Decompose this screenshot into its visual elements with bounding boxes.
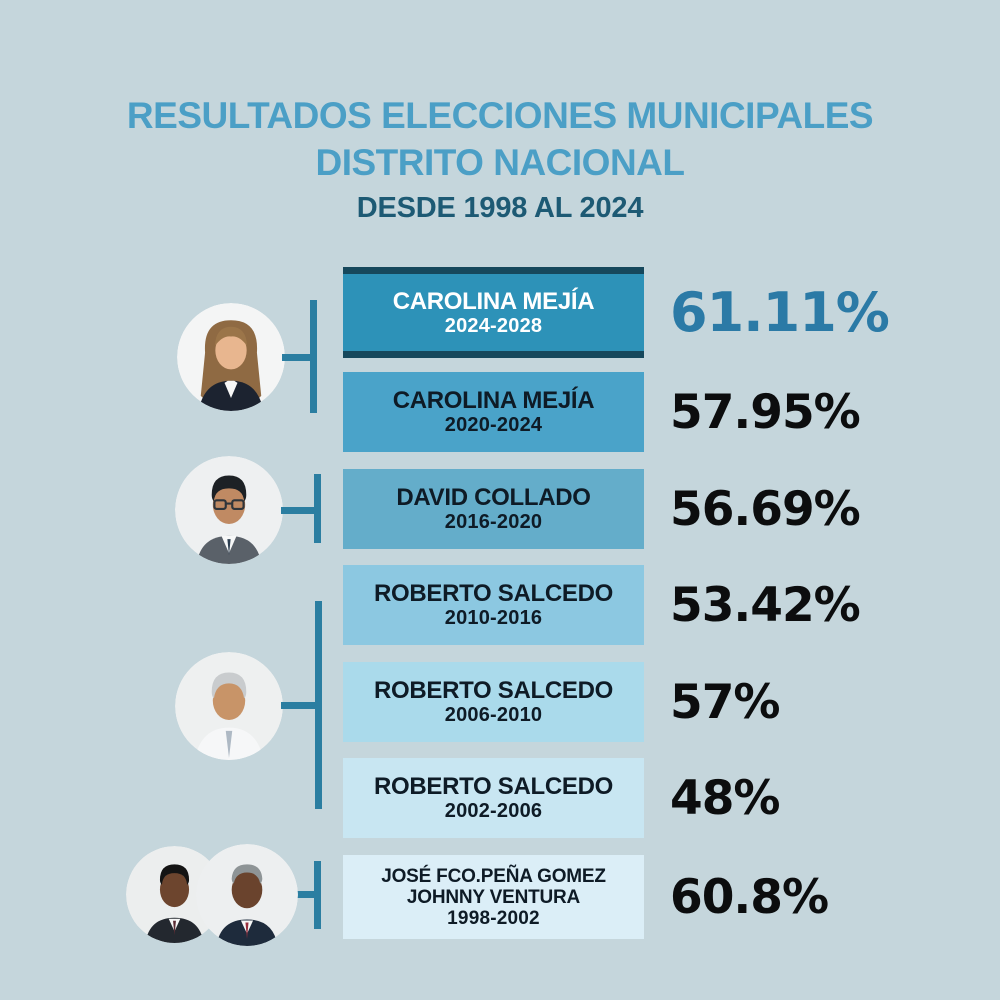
term-period: 2010-2016 bbox=[444, 607, 543, 629]
connector-vertical-bar-pena-ventura bbox=[314, 861, 321, 929]
percentage-value-2006-2010: 57% bbox=[670, 674, 781, 730]
connector-horizontal-arm-roberto bbox=[281, 702, 316, 709]
photo-jose-fco-pena-gomez bbox=[126, 846, 223, 943]
term-name-second: JOHNNY VENTURA bbox=[406, 886, 581, 908]
connector-horizontal-arm-pena-ventura bbox=[292, 891, 315, 898]
term-box-2020-2024: CAROLINA MEJÍA 2020-2024 bbox=[343, 372, 644, 452]
term-name: CAROLINA MEJÍA bbox=[392, 287, 595, 315]
connector-horizontal-arm-david bbox=[281, 507, 315, 514]
connector-vertical-bar-david bbox=[314, 474, 321, 543]
percentage-value-2010-2016: 53.42% bbox=[670, 577, 861, 633]
avatar-roberto-salcedo-icon bbox=[175, 652, 283, 760]
term-box-2024-2028: CAROLINA MEJÍA 2024-2028 bbox=[343, 267, 644, 358]
term-box-2002-2006: ROBERTO SALCEDO 2002-2006 bbox=[343, 758, 644, 838]
title-line-2: DISTRITO NACIONAL bbox=[315, 142, 685, 183]
connector-horizontal-arm-carolina bbox=[282, 354, 311, 361]
connector-vertical-bar-carolina bbox=[310, 300, 317, 413]
term-box-1998-2002: JOSÉ FCO.PEÑA GOMEZ JOHNNY VENTURA 1998-… bbox=[343, 855, 644, 939]
term-period: 2006-2010 bbox=[444, 704, 543, 726]
term-box-2016-2020: DAVID COLLADO 2016-2020 bbox=[343, 469, 644, 549]
term-period: 2016-2020 bbox=[444, 511, 543, 533]
term-box-2006-2010: ROBERTO SALCEDO 2006-2010 bbox=[343, 662, 644, 742]
percentage-value-1998-2002: 60.8% bbox=[670, 869, 829, 925]
title-subtitle: DESDE 1998 AL 2024 bbox=[356, 192, 644, 224]
term-period: 2002-2006 bbox=[444, 800, 543, 822]
term-name: ROBERTO SALCEDO bbox=[373, 677, 614, 704]
term-period: 1998-2002 bbox=[447, 907, 540, 929]
photo-johnny-ventura bbox=[196, 844, 298, 946]
page-title: RESULTADOS ELECCIONES MUNICIPALES DISTRI… bbox=[0, 92, 1000, 225]
percentage-value-2016-2020: 56.69% bbox=[670, 481, 861, 537]
photo-carolina-mejia bbox=[177, 303, 285, 411]
title-line-1: RESULTADOS ELECCIONES MUNICIPALES bbox=[126, 95, 874, 136]
term-name: ROBERTO SALCEDO bbox=[373, 580, 614, 607]
avatar-david-collado-icon bbox=[175, 456, 283, 564]
connector-vertical-bar-roberto bbox=[315, 601, 322, 809]
avatar-pena-gomez-icon bbox=[126, 846, 223, 943]
percentage-value-2020-2024: 57.95% bbox=[670, 384, 861, 440]
avatar-johnny-ventura-icon bbox=[196, 844, 298, 946]
avatar-carolina-mejia-icon bbox=[177, 303, 285, 411]
percentage-value-2002-2006: 48% bbox=[670, 770, 781, 826]
photo-roberto-salcedo bbox=[175, 652, 283, 760]
term-name: JOSÉ FCO.PEÑA GOMEZ bbox=[381, 865, 606, 887]
term-period: 2020-2024 bbox=[444, 414, 543, 436]
photo-david-collado bbox=[175, 456, 283, 564]
term-period: 2024-2028 bbox=[444, 314, 543, 337]
term-name: CAROLINA MEJÍA bbox=[392, 387, 595, 414]
term-box-2010-2016: ROBERTO SALCEDO 2010-2016 bbox=[343, 565, 644, 645]
percentage-value-2024-2028: 61.11% bbox=[670, 281, 890, 344]
term-name: ROBERTO SALCEDO bbox=[373, 773, 614, 800]
term-name: DAVID COLLADO bbox=[396, 484, 591, 511]
